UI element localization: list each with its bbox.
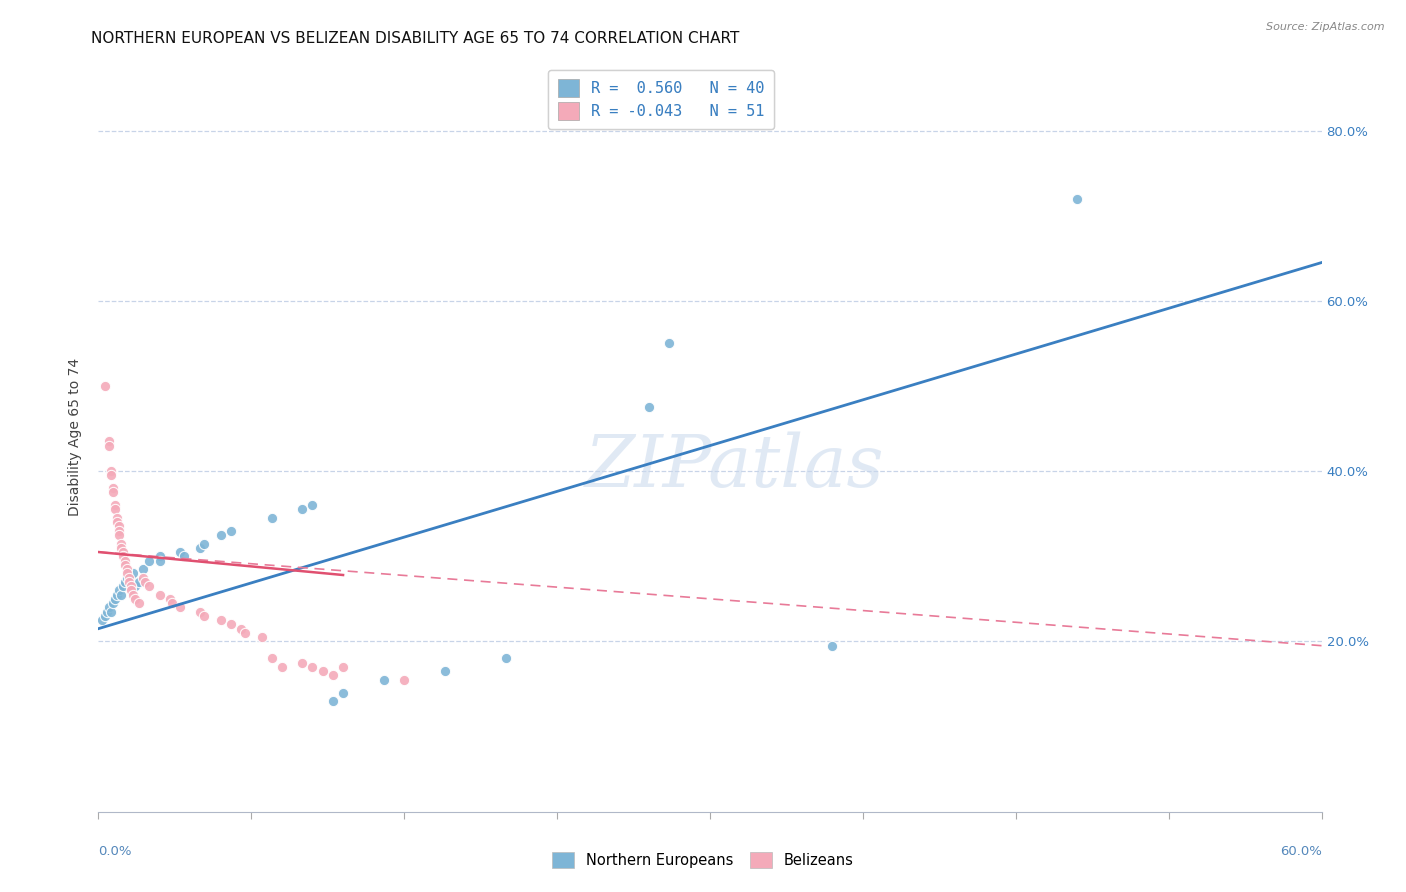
Point [270,660,294,674]
Point [291,502,314,516]
Point [132,571,155,585]
Point [219,524,242,538]
Point [322,694,344,708]
Point [434,664,457,678]
Point [124,579,146,593]
Point [118,574,141,589]
Point [96,605,118,619]
Point [209,528,232,542]
Point [110,541,132,555]
Point [100,605,122,619]
Point [104,502,127,516]
Point [118,566,141,581]
Point [169,600,191,615]
Point [128,596,150,610]
Point [115,562,138,576]
Point [132,562,155,576]
Point [120,571,142,585]
Point [392,673,416,687]
Point [1066,192,1088,206]
Point [219,617,242,632]
Point [114,558,136,572]
Point [332,660,354,674]
Point [188,541,212,555]
Point [159,591,181,606]
Point [101,481,124,495]
Point [111,549,134,564]
Point [97,600,120,615]
Point [193,536,215,550]
Point [108,583,131,598]
Point [115,571,138,585]
Point [120,583,142,598]
Point [93,608,115,623]
Point [111,579,134,593]
Point [105,588,128,602]
Point [122,588,145,602]
Point [110,536,132,550]
Point [100,464,122,478]
Point [120,579,142,593]
Point [312,664,335,678]
Point [138,553,160,567]
Point [108,519,131,533]
Point [821,639,844,653]
Point [93,379,115,393]
Point [193,608,215,623]
Y-axis label: Disability Age 65 to 74: Disability Age 65 to 74 [69,358,83,516]
Point [122,566,145,581]
Point [105,511,128,525]
Point [373,673,395,687]
Point [301,660,323,674]
Point [108,524,131,538]
Point [91,613,114,627]
Point [100,468,122,483]
Point [231,622,253,636]
Point [260,651,283,665]
Point [134,574,156,589]
Legend: R =  0.560   N = 40, R = -0.043   N = 51: R = 0.560 N = 40, R = -0.043 N = 51 [548,70,773,129]
Point [101,485,124,500]
Legend: Northern Europeans, Belizeans: Northern Europeans, Belizeans [544,845,862,876]
Text: 0.0%: 0.0% [98,846,132,858]
Point [128,574,150,589]
Point [111,545,134,559]
Point [149,549,172,564]
Point [169,545,191,559]
Point [110,588,132,602]
Point [108,528,131,542]
Point [104,591,127,606]
Point [322,668,344,682]
Point [105,515,128,529]
Point [301,498,323,512]
Point [260,511,283,525]
Point [188,605,212,619]
Point [115,566,138,581]
Point [149,553,172,567]
Point [291,656,314,670]
Point [173,549,195,564]
Point [114,574,136,589]
Point [101,596,124,610]
Point [209,613,232,627]
Point [124,591,146,606]
Point [495,651,517,665]
Point [149,588,172,602]
Text: 60.0%: 60.0% [1279,846,1322,858]
Text: NORTHERN EUROPEAN VS BELIZEAN DISABILITY AGE 65 TO 74 CORRELATION CHART: NORTHERN EUROPEAN VS BELIZEAN DISABILITY… [91,31,740,46]
Text: Source: ZipAtlas.com: Source: ZipAtlas.com [1267,22,1385,32]
Point [332,685,354,699]
Point [160,596,183,610]
Point [637,401,661,415]
Point [138,579,160,593]
Point [104,498,127,512]
Point [250,630,273,644]
Point [97,439,120,453]
Point [97,434,120,449]
Point [114,553,136,567]
Point [233,626,256,640]
Point [118,571,141,585]
Point [658,336,681,351]
Text: ZIPatlas: ZIPatlas [585,432,884,502]
